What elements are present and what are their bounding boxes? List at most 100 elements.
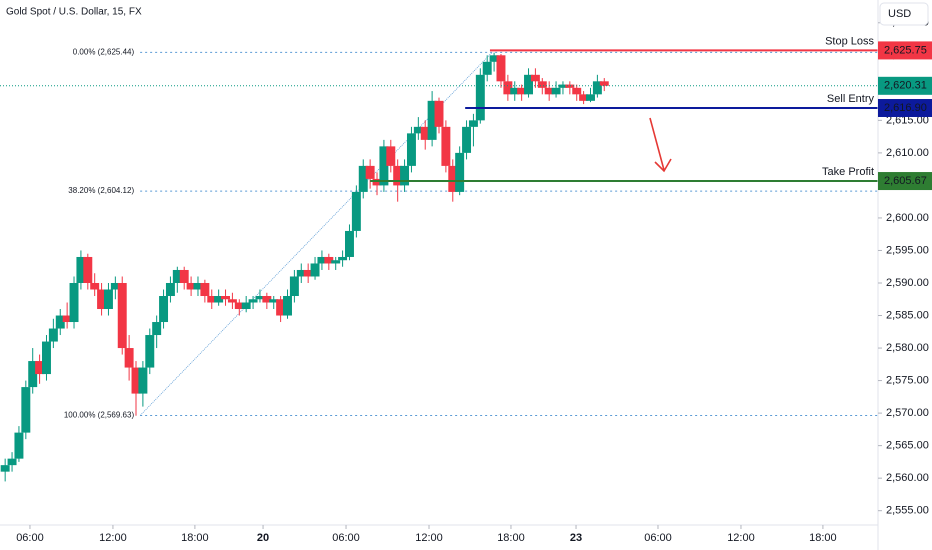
candle-body: [441, 126, 451, 166]
candle-body: [193, 282, 203, 290]
candle-body: [55, 315, 65, 329]
candle-body: [503, 81, 513, 95]
currency-box[interactable]: [879, 2, 929, 26]
candle-body: [276, 299, 286, 316]
candle-body: [255, 296, 265, 300]
fib-label: 100.00% (2,569.63): [64, 411, 135, 420]
candle-body: [110, 282, 120, 290]
candle-body: [165, 282, 175, 297]
candle-body: [434, 100, 444, 127]
candle-body: [310, 263, 320, 277]
candle-body: [379, 146, 389, 186]
level-label: 2,625.75: [884, 44, 927, 56]
candle-body: [358, 165, 368, 192]
candle-body: [207, 296, 217, 303]
candle-body: [579, 94, 589, 101]
candle-body: [296, 269, 306, 277]
candle-body: [14, 432, 24, 459]
candle-body: [62, 315, 72, 323]
candle-body: [406, 133, 416, 166]
level-label: 2,605.67: [884, 175, 927, 187]
levels: Stop Loss Sell Entry Take Profit: [0, 35, 878, 183]
y-tick-label: 2,590.00: [886, 277, 929, 289]
candle-body: [524, 74, 533, 95]
x-tick-label: 23: [570, 532, 582, 544]
candle-body: [565, 84, 575, 88]
candle-body: [338, 256, 348, 261]
fib-trend-line: [139, 52, 493, 416]
candle-body: [592, 81, 602, 95]
candle-body: [468, 120, 478, 127]
candle-body: [48, 328, 58, 342]
y-tick-label: 2,575.00: [886, 374, 929, 386]
candle-body: [35, 361, 45, 375]
candle-body: [510, 87, 520, 95]
candle-body: [21, 387, 31, 433]
candle-body: [138, 367, 148, 394]
candle-body: [83, 256, 93, 283]
candle-body: [145, 335, 155, 368]
y-tick-label: 2,600.00: [886, 212, 929, 224]
candle-body: [544, 87, 554, 95]
candle-body: [517, 87, 527, 95]
arrow-head: [654, 158, 672, 173]
candle-body: [537, 81, 547, 88]
arrow: [649, 117, 665, 171]
candle-body: [489, 55, 499, 62]
candle-body: [227, 299, 237, 303]
candle-body: [530, 74, 540, 82]
x-tick-label: 06:00: [16, 532, 44, 544]
candle-body: [283, 296, 292, 316]
candle-body: [124, 348, 134, 368]
candle-body: [42, 341, 51, 375]
candle-body: [0, 465, 10, 472]
x-tick-label: 20: [257, 532, 269, 544]
candle-body: [400, 165, 410, 186]
candle-body: [76, 256, 86, 283]
y-tick-label: 2,580.00: [886, 342, 929, 354]
candle-body: [303, 269, 313, 277]
candle-body: [234, 302, 244, 310]
overlays: 0.00% (2,625.44) 38.20% (2,604.12) 100.00%…: [64, 48, 878, 420]
candle-body: [69, 282, 79, 323]
candle-body: [159, 296, 169, 323]
x-tick-label: 12:00: [415, 532, 443, 544]
candle-body: [393, 165, 403, 186]
candles: [0, 52, 609, 482]
candle-body: [221, 296, 231, 300]
x-tick-label: 12:00: [727, 532, 755, 544]
current-price-tag: [878, 76, 932, 95]
candle-body: [289, 276, 299, 297]
candle-body: [351, 191, 361, 231]
x-tick-label: 12:00: [99, 532, 127, 544]
candle-body: [152, 322, 162, 336]
candle-body: [324, 256, 334, 264]
level-name: Take Profit: [822, 166, 874, 178]
currency[interactable]: USD: [888, 8, 911, 20]
candle-body: [372, 178, 382, 186]
candle-body: [551, 87, 561, 95]
y-tick-label: 2,555.00: [886, 505, 929, 517]
y-tick-label: 2,615.00: [886, 114, 929, 126]
candle-body: [172, 269, 182, 283]
y-tick-label: 2,570.00: [886, 407, 929, 419]
y-tick-label: 2,595.00: [886, 244, 929, 256]
chart-title: Gold Spot / U.S. Dollar, 15, FX: [6, 7, 142, 18]
x-tick-label: 18:00: [809, 532, 837, 544]
x-tick-label: 06:00: [332, 532, 360, 544]
candle-body: [345, 230, 354, 257]
candle-body: [269, 299, 279, 303]
price-tags: 2,620.31 2,625.75 2,616.90 2,605.67: [878, 41, 932, 191]
candle-body: [214, 296, 224, 303]
candle-body: [496, 55, 506, 82]
level-name: Stop Loss: [825, 35, 874, 47]
candle-body: [7, 458, 17, 466]
candle-body: [420, 126, 430, 140]
candle-body: [586, 94, 595, 101]
candle-body: [455, 152, 465, 192]
level-label: 2,616.90: [884, 102, 927, 114]
x-tick-label: 06:00: [644, 532, 672, 544]
candle-body: [200, 282, 210, 297]
